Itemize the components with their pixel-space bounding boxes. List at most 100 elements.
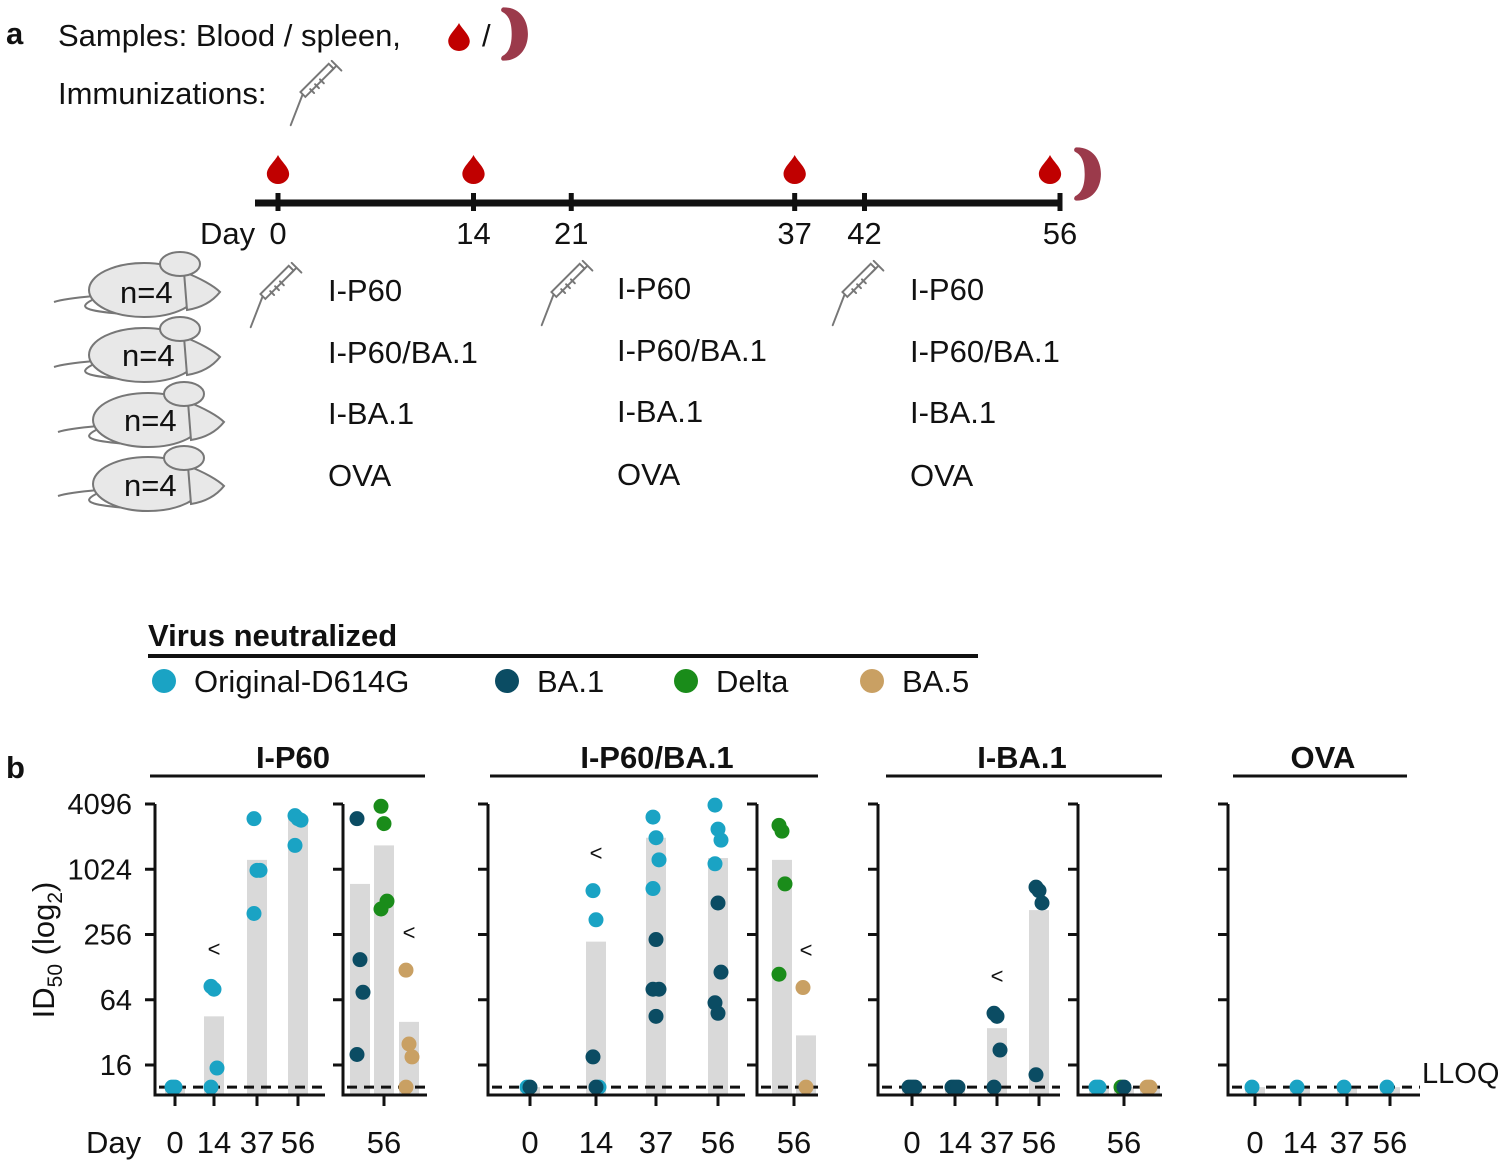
- x-tick-label: 56: [281, 1125, 315, 1160]
- data-point: [349, 1046, 365, 1062]
- data-point: [648, 932, 664, 948]
- panel-b: b ID50 (log2) Day LLOQ 16 64 256 1024 4096 I…: [6, 740, 1498, 1160]
- data-point: [645, 881, 661, 897]
- data-point: [373, 798, 389, 814]
- group-n: n=4: [122, 338, 175, 373]
- data-point: [707, 797, 723, 813]
- groups-day42: I-P60 I-P60/BA.1 I-BA.1 OVA: [910, 272, 1060, 493]
- blood-drop-icon: [266, 155, 290, 184]
- timeline-day: 14: [456, 216, 490, 251]
- blood-drop-icon: [1038, 155, 1062, 184]
- group-name: OVA: [328, 458, 391, 493]
- data-point: [648, 1008, 664, 1024]
- data-point: [651, 852, 667, 868]
- y-tick-label: 16: [100, 1050, 132, 1082]
- blood-drop-icon: [448, 23, 470, 51]
- data-point: [713, 964, 729, 980]
- data-point: [1116, 1079, 1132, 1095]
- x-axis-label: Day: [86, 1125, 142, 1160]
- mouse-group-3: n=4: [57, 381, 225, 448]
- data-point: [710, 895, 726, 911]
- bar: [796, 1035, 816, 1095]
- timeline-day: 56: [1043, 216, 1077, 251]
- data-point: [795, 980, 811, 996]
- data-point: [287, 837, 303, 853]
- data-point: [349, 811, 365, 827]
- legend-marker: [152, 669, 176, 693]
- legend-title: Virus neutralized: [148, 618, 397, 653]
- data-point: [907, 1079, 923, 1095]
- data-point: [1244, 1079, 1260, 1095]
- nd-marker: <: [991, 963, 1004, 988]
- data-point: [401, 1036, 417, 1052]
- timeline-day: 42: [847, 216, 881, 251]
- bar: [204, 1016, 224, 1095]
- group-title: I-P60: [256, 740, 330, 775]
- data-point: [355, 984, 371, 1000]
- data-point: [246, 905, 262, 921]
- data-point: [1142, 1079, 1158, 1095]
- group-name: I-BA.1: [910, 395, 996, 430]
- legend-label: BA.5: [902, 664, 969, 699]
- y-axis-label: ID50 (log2): [26, 882, 67, 1019]
- timeline-day: 21: [554, 216, 588, 251]
- immunizations-label: Immunizations:: [58, 76, 266, 111]
- data-point: [645, 809, 661, 825]
- data-point: [1034, 895, 1050, 911]
- y-tick-labels: 16 64 256 1024 4096: [67, 789, 132, 1082]
- data-point: [707, 856, 723, 872]
- samples-label: Samples: Blood / spleen,: [58, 18, 401, 53]
- group-name: I-P60: [617, 271, 691, 306]
- x-tick-label: 0: [1246, 1125, 1263, 1160]
- data-point: [989, 1008, 1005, 1024]
- group-name: I-P60/BA.1: [328, 335, 478, 370]
- legend-marker: [860, 669, 884, 693]
- x-tick-label: 56: [701, 1125, 735, 1160]
- timeline-blood-drops: [266, 155, 1062, 184]
- group-n: n=4: [124, 403, 177, 438]
- group-title: I-BA.1: [977, 740, 1067, 775]
- timeline-day: 37: [777, 216, 811, 251]
- timeline-day-labels: 0 14 21 37 42 56: [269, 216, 1077, 251]
- data-point: [771, 966, 787, 982]
- subplot: 0 14 37 56: [1218, 802, 1420, 1160]
- nd-marker: <: [590, 841, 603, 866]
- x-tick-label: 37: [240, 1125, 274, 1160]
- groups-day21: I-P60 I-P60/BA.1 I-BA.1 OVA: [617, 271, 767, 492]
- x-tick-label: 56: [367, 1125, 401, 1160]
- data-point: [585, 1049, 601, 1065]
- bar: [646, 837, 666, 1095]
- x-tick-label: 56: [777, 1125, 811, 1160]
- data-point: [950, 1079, 966, 1095]
- subplot: <56: [747, 802, 818, 1160]
- panel-b-label: b: [6, 750, 25, 785]
- nd-marker: <: [800, 938, 813, 963]
- syringe-icon: [831, 259, 885, 327]
- group-plot: OVA 0 14 37 56: [1218, 740, 1420, 1160]
- nd-marker: <: [208, 936, 221, 961]
- data-point: [648, 830, 664, 846]
- subplot: <0 14 37 56: [868, 802, 1060, 1160]
- legend-marker: [674, 669, 698, 693]
- data-point: [167, 1079, 183, 1095]
- x-tick-label: 14: [938, 1125, 972, 1160]
- x-tick-label: 14: [1283, 1125, 1317, 1160]
- legend-label: BA.1: [537, 664, 604, 699]
- group-name: I-BA.1: [617, 394, 703, 429]
- y-tick-label: 256: [84, 920, 132, 952]
- legend: Virus neutralized Original-D614G BA.1 De…: [148, 618, 978, 699]
- data-point: [209, 1060, 225, 1076]
- group-title: I-P60/BA.1: [580, 740, 733, 775]
- lloq-label: LLOQ: [1422, 1058, 1498, 1090]
- legend-label: Delta: [716, 664, 789, 699]
- subplot: <0 14 37 56: [145, 802, 325, 1160]
- group-plot: I-BA.1<0 14 37 56 56: [868, 740, 1162, 1160]
- group-plot: I-P60/BA.1<0 14 37 56<56: [478, 740, 818, 1160]
- x-tick-label: 56: [1373, 1125, 1407, 1160]
- x-tick-label: 0: [521, 1125, 538, 1160]
- y-tick-label: 64: [100, 985, 132, 1017]
- mouse-group-2: n=4: [53, 316, 221, 383]
- group-name: I-P60/BA.1: [910, 334, 1060, 369]
- nd-marker: <: [403, 920, 416, 945]
